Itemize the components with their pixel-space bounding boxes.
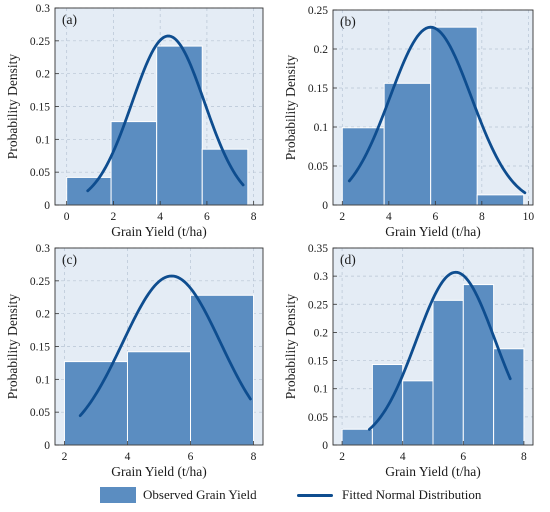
- y-tick-label: 0.1: [314, 384, 329, 396]
- y-tick-label: 0.05: [30, 407, 50, 419]
- y-tick-label: 0.25: [30, 36, 50, 48]
- x-tick-label: 2: [339, 211, 345, 223]
- histogram-bar: [341, 428, 373, 446]
- x-tick-label: 4: [125, 451, 131, 463]
- histogram-bar: [126, 351, 192, 446]
- x-tick-label: 2: [62, 451, 68, 463]
- y-tick-label: 0.15: [308, 356, 328, 368]
- histogram-bar: [341, 127, 385, 206]
- y-tick-label: 0.2: [36, 69, 51, 81]
- x-tick-label: 6: [460, 451, 466, 463]
- histogram-bar: [110, 121, 158, 206]
- histogram-bar: [402, 380, 434, 446]
- histogram-bar: [462, 284, 495, 446]
- legend-label-bars: Observed Grain Yield: [143, 487, 257, 502]
- y-axis-label: Probability Density: [5, 294, 20, 400]
- y-tick-label: 0: [322, 200, 328, 212]
- y-tick-label: 0: [44, 200, 50, 212]
- x-tick-label: 6: [204, 211, 210, 223]
- x-tick-label: 2: [339, 451, 345, 463]
- y-tick-label: 0.05: [308, 161, 328, 173]
- y-tick-label: 0: [322, 440, 328, 452]
- y-tick-label: 0.05: [308, 412, 328, 424]
- y-tick-label: 0.15: [30, 342, 50, 354]
- histogram-bar: [190, 294, 255, 446]
- histogram-bar: [156, 45, 203, 206]
- y-axis-label: Probability Density: [5, 54, 20, 160]
- normal-curve: [86, 34, 245, 193]
- histogram-bar: [432, 299, 464, 446]
- histogram-bar: [63, 361, 128, 446]
- y-tick-label: 0.1: [36, 134, 51, 146]
- y-tick-label: 0.1: [314, 122, 329, 134]
- y-tick-label: 0.05: [30, 167, 50, 179]
- x-tick-label: 8: [521, 451, 527, 463]
- normal-curve: [78, 274, 252, 418]
- plot-frame: [332, 247, 534, 446]
- y-tick-label: 0.15: [30, 102, 50, 114]
- x-axis-label: Grain Yield (t/ha): [385, 224, 480, 239]
- x-tick-label: 4: [157, 211, 163, 223]
- normal-curve: [347, 25, 527, 195]
- y-axis-label: Probability Density: [283, 55, 298, 161]
- y-tick-label: 0.25: [30, 276, 50, 288]
- y-tick-label: 0.3: [36, 3, 51, 15]
- y-axis-label: Probability Density: [283, 294, 298, 400]
- legend: Observed Grain Yield Fitted Normal Distr…: [0, 482, 550, 508]
- chart-panel-1: 0 2 4 6 8 0 0.05 0.1 0.15 0.2 0.25 0.3 Grain Yield (…: [5, 3, 264, 239]
- panel-label: (d): [340, 252, 356, 267]
- y-tick-label: 0.3: [314, 271, 329, 283]
- legend-item-bars: Observed Grain Yield: [100, 482, 257, 508]
- x-axis-label: Grain Yield (t/ha): [111, 224, 206, 239]
- histogram-bar: [383, 82, 432, 206]
- x-tick-label: 6: [188, 451, 194, 463]
- histogram-bar: [493, 348, 525, 446]
- y-tick-label: 0.15: [308, 83, 328, 95]
- x-tick-label: 2: [111, 211, 117, 223]
- y-tick-label: 0.2: [314, 44, 329, 56]
- y-tick-label: 0: [44, 440, 50, 452]
- histogram-bar: [476, 194, 525, 206]
- x-tick-label: 4: [386, 211, 392, 223]
- y-tick-label: 0.2: [314, 327, 329, 339]
- panel-label: (a): [62, 12, 77, 27]
- chart-panel-4: 2 4 6 8 0 0.05 0.1 0.15 0.2 0.25 0.3 0.35 Grain Yiel…: [283, 243, 534, 479]
- plot-frame: [332, 9, 534, 206]
- x-axis-label: Grain Yield (t/ha): [385, 464, 480, 479]
- legend-swatch-bar: [100, 487, 136, 503]
- x-tick-label: 10: [523, 211, 535, 223]
- x-tick-label: 4: [400, 451, 406, 463]
- legend-item-line: Fitted Normal Distribution: [297, 482, 481, 508]
- panel-label: (c): [62, 252, 77, 267]
- y-tick-label: 0.25: [308, 5, 328, 17]
- x-tick-label: 8: [251, 211, 257, 223]
- normal-curve: [367, 270, 512, 431]
- chart-panel-2: 2 4 6 8 10 0 0.05 0.1 0.15 0.2 0.25 Grain Yield (t/…: [283, 5, 534, 239]
- y-tick-label: 0.2: [36, 309, 51, 321]
- chart-panel-3: 2 4 6 8 0 0.05 0.1 0.15 0.2 0.25 0.3 Grain Yield (t…: [5, 243, 264, 479]
- x-tick-label: 0: [64, 211, 70, 223]
- y-tick-label: 0.35: [308, 243, 328, 255]
- y-tick-label: 0.25: [308, 299, 328, 311]
- panel-label: (b): [340, 14, 356, 29]
- legend-label-line: Fitted Normal Distribution: [342, 487, 482, 502]
- x-tick-label: 6: [432, 211, 438, 223]
- y-tick-label: 0.3: [36, 243, 51, 255]
- x-axis-label: Grain Yield (t/ha): [111, 464, 206, 479]
- x-tick-label: 8: [479, 211, 485, 223]
- legend-swatch-line: [297, 493, 333, 497]
- x-tick-label: 8: [251, 451, 257, 463]
- y-tick-label: 0.1: [36, 374, 51, 386]
